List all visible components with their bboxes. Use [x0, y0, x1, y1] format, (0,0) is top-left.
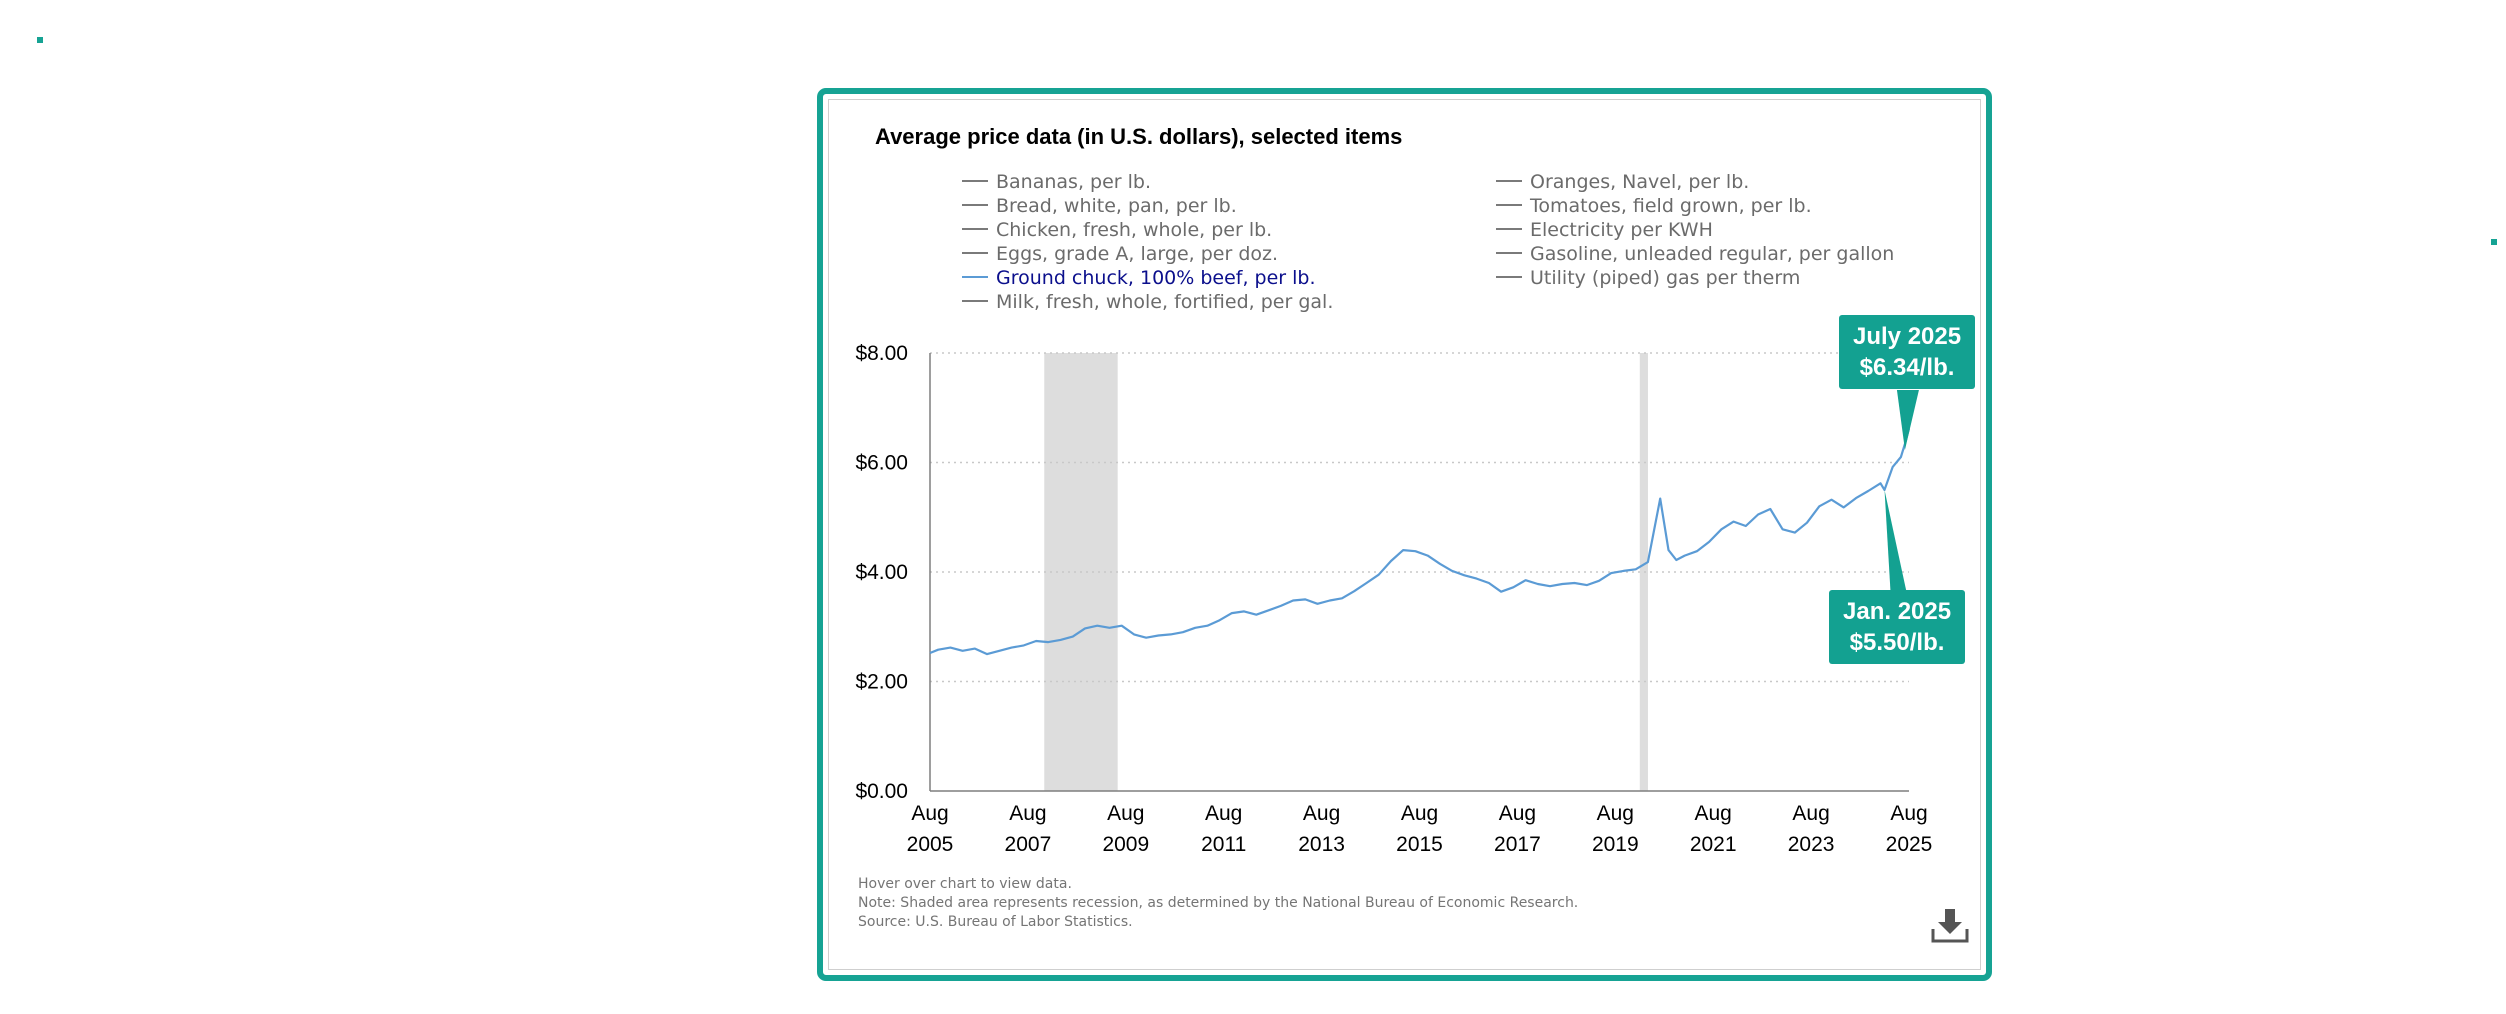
x-tick-month: Aug [1890, 802, 1927, 825]
x-tick-year: 2025 [1886, 833, 1933, 856]
source-note: Source: U.S. Bureau of Labor Statistics. [858, 914, 1133, 930]
x-tick-month: Aug [1303, 802, 1340, 825]
legend-item-tomatoes[interactable]: Tomatoes, field grown, per lb. [1496, 195, 1812, 217]
legend-label: Utility (piped) gas per therm [1530, 267, 1801, 289]
x-tick-month: Aug [1009, 802, 1046, 825]
legend-label: Electricity per KWH [1530, 219, 1713, 241]
gridlines [930, 352, 1909, 683]
legend-label: Eggs, grade A, large, per doz. [996, 243, 1279, 265]
legend-label: Ground chuck, 100% beef, per lb. [996, 267, 1316, 289]
legend-item-gasoline[interactable]: Gasoline, unleaded regular, per gallon [1496, 243, 1894, 265]
annotation-july-2025: July 2025 $6.34/lb. [1839, 315, 1976, 389]
legend-label: Chicken, fresh, whole, per lb. [996, 219, 1273, 241]
legend-swatch [1496, 203, 1522, 206]
legend-label: Bananas, per lb. [996, 171, 1152, 193]
annotation-value: $5.50/lb. [1849, 629, 1945, 656]
hover-note: Hover over chart to view data. [858, 876, 1072, 892]
legend-item-utility-gas[interactable]: Utility (piped) gas per therm [1496, 267, 1800, 289]
x-tick-year: 2009 [1102, 833, 1149, 856]
legend-item-milk[interactable]: Milk, fresh, whole, fortified, per gal. [962, 291, 1333, 313]
x-tick-month: Aug [1401, 802, 1438, 825]
y-tick-label: $4.00 [855, 561, 908, 584]
legend-item-bananas[interactable]: Bananas, per lb. [962, 171, 1151, 193]
series-line-ground-chuck[interactable] [929, 428, 1911, 656]
x-tick-year: 2019 [1592, 833, 1639, 856]
annotation-value: $6.34/lb. [1859, 354, 1955, 381]
legend-label: Tomatoes, field grown, per lb. [1530, 195, 1812, 217]
x-tick-year: 2021 [1690, 833, 1737, 856]
x-tick-month: Aug [1792, 802, 1829, 825]
legend-label: Oranges, Navel, per lb. [1530, 171, 1750, 193]
legend-swatch [962, 179, 988, 182]
x-tick-month: Aug [1499, 802, 1536, 825]
legend-swatch [962, 251, 988, 254]
chart-frame [817, 88, 1992, 981]
annotation-pointer [1896, 390, 1919, 450]
legend-label: Gasoline, unleaded regular, per gallon [1530, 243, 1895, 265]
x-tick-month: Aug [1597, 802, 1634, 825]
legend-item-eggs[interactable]: Eggs, grade A, large, per doz. [962, 243, 1278, 265]
legend-swatch [962, 227, 988, 230]
legend-item-bread[interactable]: Bread, white, pan, per lb. [962, 195, 1237, 217]
legend-label: Bread, white, pan, per lb. [996, 195, 1237, 217]
legend-item-oranges[interactable]: Oranges, Navel, per lb. [1496, 171, 1749, 193]
x-tick-month: Aug [1107, 802, 1144, 825]
chart-title: Average price data (in U.S. dollars), se… [875, 124, 1403, 149]
x-tick-year: 2005 [907, 833, 954, 856]
recession-band [1639, 353, 1648, 791]
y-tick-label: $0.00 [855, 780, 908, 803]
x-tick-month: Aug [1205, 802, 1242, 825]
legend-swatch [1496, 251, 1522, 254]
y-tick-label: $2.00 [855, 671, 908, 694]
axes: $0.00 $2.00 $4.00 $6.00 $8.00 Aug 2005 Aug 2007 A… [855, 342, 1932, 856]
annotation-pointer [1884, 489, 1907, 592]
legend-item-electricity[interactable]: Electricity per KWH [1496, 219, 1713, 241]
x-tick-year: 2023 [1788, 833, 1835, 856]
x-tick-year: 2017 [1494, 833, 1541, 856]
legend-item-ground-chuck[interactable]: Ground chuck, 100% beef, per lb. [962, 267, 1316, 289]
annotation-pointers [1884, 390, 1919, 592]
recession-note: Note: Shaded area represents recession, … [858, 895, 1579, 911]
x-tick-year: 2007 [1005, 833, 1052, 856]
decorative-dot-right [2491, 239, 2497, 245]
legend-swatch [1496, 179, 1522, 182]
x-tick-month: Aug [1695, 802, 1732, 825]
x-tick-month: Aug [911, 802, 948, 825]
x-tick-year: 2011 [1201, 833, 1246, 856]
chart-panel [828, 99, 1981, 970]
x-tick-year: 2015 [1396, 833, 1443, 856]
legend-swatch [962, 275, 988, 278]
legend-swatch [962, 299, 988, 302]
legend-label: Milk, fresh, whole, fortified, per gal. [996, 291, 1334, 313]
y-tick-label: $6.00 [855, 452, 908, 475]
legend-item-chicken[interactable]: Chicken, fresh, whole, per lb. [962, 219, 1272, 241]
x-tick-year: 2013 [1298, 833, 1345, 856]
legend-swatch [1496, 227, 1522, 230]
series[interactable] [929, 428, 1911, 656]
legend-swatch [1496, 275, 1522, 278]
decorative-dot-left [37, 37, 43, 43]
annotation-date: Jan. 2025 [1843, 598, 1952, 625]
annotation-jan-2025: Jan. 2025 $5.50/lb. [1829, 590, 1966, 664]
annotation-date: July 2025 [1853, 323, 1962, 350]
legend-swatch [962, 203, 988, 206]
download-icon[interactable] [1931, 907, 1969, 945]
y-tick-label: $8.00 [855, 342, 908, 365]
